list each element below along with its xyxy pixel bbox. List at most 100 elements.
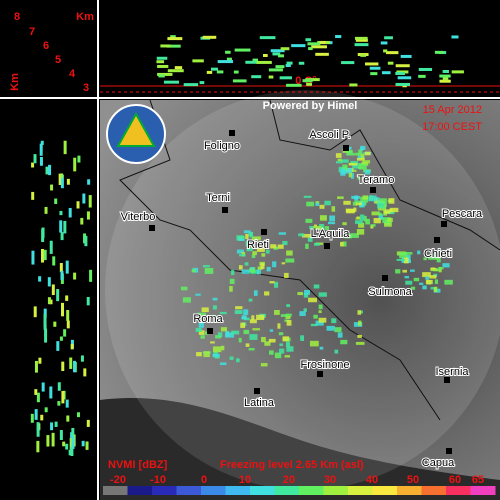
echo xyxy=(331,318,337,324)
echo xyxy=(277,323,281,329)
echo-top xyxy=(157,64,169,68)
echo xyxy=(219,362,227,366)
echo xyxy=(422,272,431,278)
echo xyxy=(355,341,365,345)
city-marker xyxy=(446,448,452,454)
echo xyxy=(377,203,385,209)
logo-triangle xyxy=(116,111,156,147)
height-tick: 8 xyxy=(14,11,20,23)
echo xyxy=(378,213,383,219)
echo-side xyxy=(36,422,40,431)
echo-side xyxy=(39,143,43,156)
echo-side xyxy=(59,262,63,273)
echo-top xyxy=(355,36,368,40)
echo-side xyxy=(44,328,48,343)
echo-top xyxy=(360,53,366,57)
echo xyxy=(203,265,210,268)
echo-side xyxy=(43,314,47,328)
echo xyxy=(337,196,344,199)
echo-side xyxy=(33,306,37,318)
echo-side xyxy=(80,217,84,225)
echo-side xyxy=(65,295,69,301)
echo xyxy=(312,225,317,229)
echo-top xyxy=(272,52,281,56)
scale-tick: 20 xyxy=(283,474,295,486)
echo xyxy=(395,269,401,274)
city-label: Frosinone xyxy=(301,359,350,371)
echo-top xyxy=(434,50,444,54)
echo xyxy=(319,215,327,221)
city-label: Teramo xyxy=(358,174,395,186)
echo-top xyxy=(279,76,292,80)
echo-side xyxy=(34,389,38,395)
echo xyxy=(256,314,265,321)
echo xyxy=(383,203,387,207)
echo-top xyxy=(385,51,399,55)
echo-side xyxy=(30,413,34,423)
echo xyxy=(277,244,284,249)
echo-side xyxy=(70,343,74,350)
echo-side xyxy=(66,415,70,422)
echo-side xyxy=(40,414,44,421)
scale-tick: 65 xyxy=(472,474,484,486)
echo-top xyxy=(365,62,379,66)
scale-segment xyxy=(176,486,202,495)
echo xyxy=(212,354,220,357)
echo xyxy=(204,331,209,335)
echo-side xyxy=(81,440,85,447)
echo xyxy=(286,346,294,352)
echo-side xyxy=(31,191,35,200)
echo-side xyxy=(59,210,63,216)
echo-top xyxy=(202,35,217,39)
echo-side xyxy=(43,324,47,331)
echo-top xyxy=(157,72,173,76)
echo xyxy=(270,244,277,249)
echo xyxy=(404,275,410,279)
echo xyxy=(238,265,243,270)
echo-side xyxy=(87,179,91,185)
city-marker xyxy=(317,371,323,377)
city-label: Sulmona xyxy=(368,286,412,298)
echo-side xyxy=(71,427,75,436)
echo-side xyxy=(60,174,64,189)
echo-top xyxy=(387,61,394,65)
echo-side xyxy=(34,360,38,373)
echo xyxy=(220,327,228,332)
echo-side xyxy=(68,449,72,456)
echo xyxy=(238,238,245,242)
echo xyxy=(225,332,235,338)
echo-top xyxy=(259,36,276,40)
echo xyxy=(356,157,365,161)
scale-tick: 40 xyxy=(366,474,378,486)
echo xyxy=(240,322,246,328)
echo-side xyxy=(40,140,44,145)
echo-top xyxy=(418,74,426,78)
city-label: Latina xyxy=(244,397,275,409)
echo-top xyxy=(308,47,313,51)
echo-side xyxy=(59,220,63,233)
echo-top xyxy=(278,54,285,58)
echo-side xyxy=(86,211,90,220)
city-marker xyxy=(324,243,330,249)
scale-tick: 0 xyxy=(201,474,207,486)
echo-side xyxy=(50,184,54,191)
height-tick: 7 xyxy=(29,26,35,38)
echo-side xyxy=(56,341,60,351)
echo xyxy=(286,304,291,308)
echo xyxy=(264,291,270,296)
city-label: Roma xyxy=(193,313,223,325)
echo xyxy=(212,346,222,353)
echo xyxy=(229,286,233,292)
scale-segment xyxy=(397,486,422,495)
time: 17:00 CEST xyxy=(422,121,482,133)
echo xyxy=(343,200,351,205)
echo xyxy=(305,218,313,223)
echo xyxy=(241,315,247,320)
echo-top xyxy=(226,57,232,61)
echo xyxy=(261,253,266,257)
echo-side xyxy=(77,155,81,163)
echo-top xyxy=(285,63,291,67)
echo xyxy=(268,338,276,343)
echo-top xyxy=(395,71,405,75)
echo-side xyxy=(49,386,53,399)
